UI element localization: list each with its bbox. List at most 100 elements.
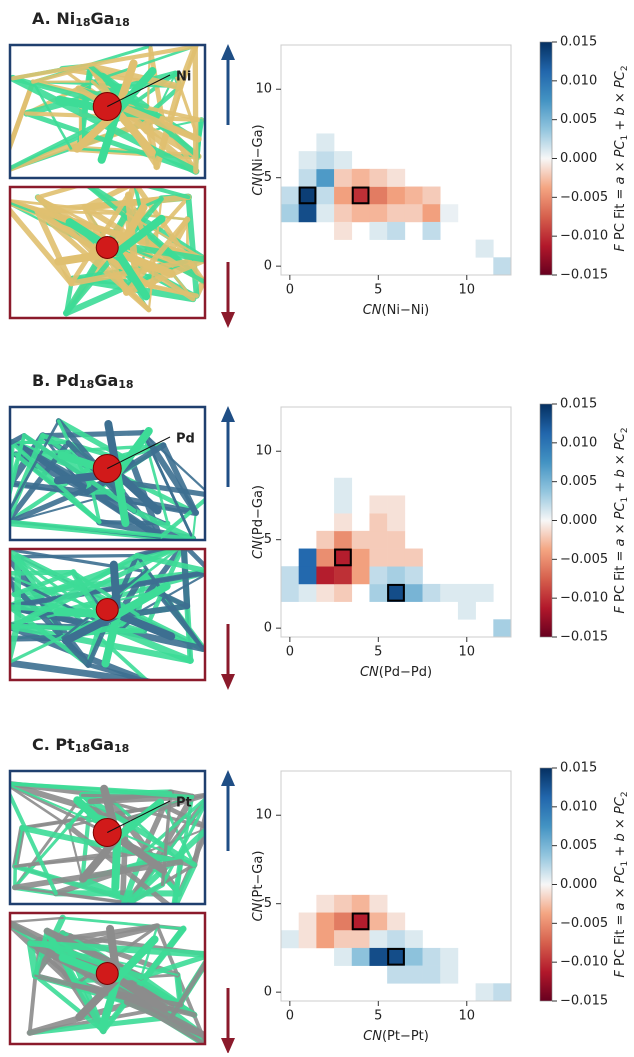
label-part: PC	[613, 70, 628, 88]
colorbar-tick-label: 0.015	[560, 397, 597, 412]
heatmap-cell	[316, 151, 334, 169]
heatmap-cell	[423, 966, 441, 984]
bond	[38, 184, 86, 198]
heatmap-cell	[423, 204, 441, 222]
heatmap-cell	[369, 895, 387, 913]
heatmap-cell	[334, 478, 352, 496]
colorbar-tick-label: 0.000	[560, 513, 597, 528]
colorbar-tick-label: −0.015	[560, 268, 608, 283]
label-part: 2	[620, 65, 630, 71]
heatmap-cell	[352, 566, 370, 584]
x-tick-label: 5	[374, 283, 382, 298]
heatmap-cell	[352, 204, 370, 222]
x-tick-label: 0	[286, 1009, 294, 1024]
bond	[7, 626, 9, 639]
heatmap-cell	[405, 966, 423, 984]
label-part: PC Fit =	[613, 910, 628, 970]
label-part: PC Fit =	[613, 184, 628, 244]
heatmap-cell	[387, 549, 405, 567]
arrow-head	[221, 770, 235, 786]
x-tick-label: 0	[286, 283, 294, 298]
heatmap-cell	[405, 584, 423, 602]
bond	[208, 794, 210, 828]
heatmap-cell	[405, 204, 423, 222]
heatmap-cell	[458, 584, 476, 602]
heatmap-cell	[334, 948, 352, 966]
colorbar	[540, 768, 552, 1001]
colorbar-tick-label: 0.010	[560, 435, 597, 450]
heatmap-cell	[299, 584, 317, 602]
colorbar-tick-label: 0.015	[560, 35, 597, 50]
heatmap-cell	[405, 930, 423, 948]
molecule	[0, 46, 201, 173]
arrow-head	[221, 674, 235, 690]
heatmap-cell	[299, 549, 317, 567]
label-part: ×	[613, 814, 628, 833]
heatmap-cell	[352, 913, 370, 931]
heatmap-cell	[299, 930, 317, 948]
subscript: 18	[75, 16, 90, 29]
label-part: b	[613, 107, 628, 115]
label-part: (Ni−Ga)	[251, 124, 266, 176]
x-tick-label: 0	[286, 645, 294, 660]
bond	[7, 607, 9, 626]
arrow-head	[221, 406, 235, 422]
heatmap-cell	[369, 222, 387, 240]
heatmap-cell	[476, 584, 494, 602]
y-tick-label: 10	[255, 808, 272, 823]
label-part: ×	[613, 88, 628, 107]
colorbar-tick-label: 0.005	[560, 112, 597, 127]
bond	[63, 918, 184, 929]
heatmap-cell	[316, 531, 334, 549]
heatmap-cell	[334, 895, 352, 913]
bond	[7, 918, 62, 922]
heatmap-cell	[316, 133, 334, 151]
heatmap-cell	[369, 513, 387, 531]
label-part: ×	[613, 883, 628, 902]
heatmap-cell	[387, 531, 405, 549]
italic-part: CN	[363, 303, 382, 318]
heatmap-cell	[423, 222, 441, 240]
heatmap-cell	[334, 930, 352, 948]
heatmap-cell	[387, 169, 405, 187]
heatmap-cell	[316, 930, 334, 948]
colorbar-tick-label: −0.010	[560, 591, 608, 606]
y-tick-label: 0	[264, 259, 272, 274]
bond	[2, 572, 73, 573]
heatmap-cell	[334, 151, 352, 169]
heatmap-cell	[334, 566, 352, 584]
heatmap-cell	[281, 187, 299, 205]
heatmap-cell	[299, 913, 317, 931]
heatmap-cell	[405, 566, 423, 584]
heatmap-cell	[334, 513, 352, 531]
heatmap-cell	[387, 204, 405, 222]
subscript: 18	[79, 378, 94, 391]
colorbar	[540, 404, 552, 637]
label-part: (Ni−Ni)	[382, 303, 430, 318]
label-part: +	[613, 116, 628, 135]
title-part: B. Pd	[32, 371, 79, 390]
heatmap-cell	[316, 204, 334, 222]
heatmap-cell	[440, 204, 458, 222]
heatmap-cell	[369, 948, 387, 966]
heatmap-cell	[316, 566, 334, 584]
heatmap-cell	[387, 948, 405, 966]
heatmap-cell	[334, 204, 352, 222]
heatmap-cell	[281, 204, 299, 222]
bond	[184, 545, 187, 607]
heatmap-cell	[352, 531, 370, 549]
bond	[2, 548, 9, 662]
molecule	[1, 183, 206, 313]
x-axis-label: CN(Pt−Pt)	[363, 1029, 429, 1044]
y-tick-label: 0	[264, 621, 272, 636]
label-part: (Pd−Ga)	[251, 485, 266, 540]
subscript: 18	[114, 742, 129, 755]
atom	[96, 963, 118, 985]
colorbar-tick-label: 0.005	[560, 474, 597, 489]
atom-label: Pd	[176, 432, 195, 447]
colorbar-tick-label: 0.005	[560, 838, 597, 853]
label-part: ×	[613, 519, 628, 538]
heatmap-cell	[369, 204, 387, 222]
heatmap-cell	[334, 169, 352, 187]
